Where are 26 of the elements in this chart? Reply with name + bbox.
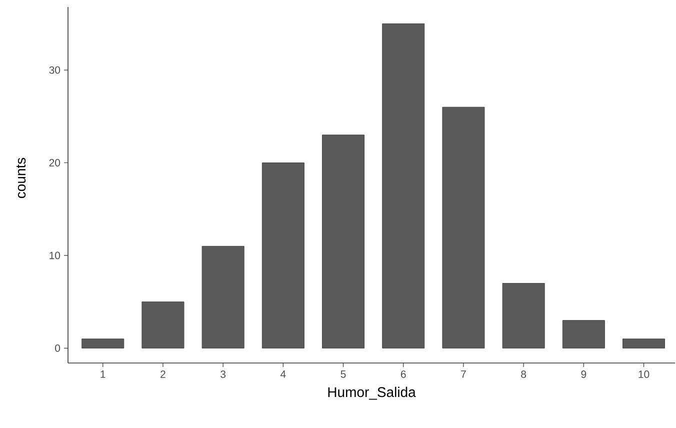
bar bbox=[502, 283, 545, 348]
x-tick-label: 6 bbox=[400, 370, 406, 378]
bar bbox=[322, 134, 365, 348]
y-axis-title: counts bbox=[16, 158, 26, 198]
x-tick-label: 2 bbox=[160, 370, 166, 378]
bar bbox=[142, 302, 184, 348]
x-tick-label: 5 bbox=[340, 370, 346, 378]
y-tick-label: 30 bbox=[49, 66, 60, 74]
bar bbox=[262, 162, 304, 348]
x-tick-label: 1 bbox=[100, 370, 106, 378]
x-tick-label: 4 bbox=[280, 370, 286, 378]
bar bbox=[622, 338, 666, 348]
bar bbox=[202, 246, 244, 348]
x-tick-label: 8 bbox=[521, 370, 526, 378]
x-tick-label: 9 bbox=[581, 370, 586, 378]
x-axis-title: Humor_Salida bbox=[328, 386, 416, 400]
y-tick-label: 0 bbox=[55, 344, 60, 352]
y-tick-label: 20 bbox=[49, 159, 60, 166]
x-tick-label: 3 bbox=[220, 370, 226, 378]
x-tick-label: 7 bbox=[461, 370, 466, 378]
bar bbox=[442, 106, 485, 348]
y-tick-label: 10 bbox=[50, 252, 60, 260]
x-tick-label: 10 bbox=[638, 370, 650, 378]
bar bbox=[82, 338, 124, 348]
bar bbox=[562, 320, 605, 348]
bar bbox=[382, 23, 425, 348]
